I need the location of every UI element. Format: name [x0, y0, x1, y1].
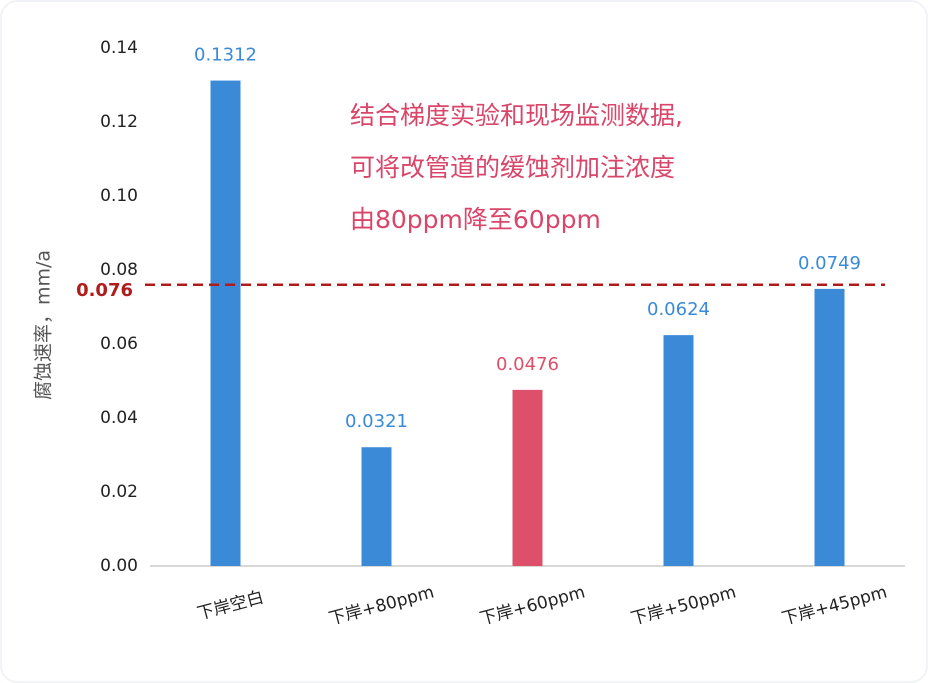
y-tick-label: 0.02	[100, 482, 138, 502]
bar	[512, 389, 543, 566]
data-label: 0.0624	[647, 299, 710, 320]
reference-label: 0.076	[76, 280, 133, 301]
y-tick-label: 0.08	[100, 260, 138, 280]
y-tick-label: 0.04	[100, 408, 138, 428]
y-tick-label: 0.00	[100, 556, 138, 576]
bar	[210, 80, 241, 566]
y-tick-label: 0.06	[100, 334, 138, 354]
annotation: 可将改管道的缓蚀剂加注浓度	[350, 153, 675, 182]
bar	[361, 447, 392, 566]
y-tick-label: 0.14	[100, 38, 138, 58]
annotation: 结合梯度实验和现场监测数据,	[350, 101, 683, 130]
data-label: 0.1312	[194, 45, 257, 66]
y-axis-label: 腐蚀速率，mm/a	[33, 250, 55, 400]
bar	[663, 335, 694, 566]
y-tick-label: 0.10	[100, 186, 138, 206]
data-label: 0.0321	[345, 411, 408, 432]
bar	[814, 288, 845, 566]
data-label: 0.0476	[496, 354, 559, 375]
y-tick-label: 0.12	[100, 112, 138, 132]
annotation: 由80ppm降至60ppm	[350, 205, 601, 234]
data-label: 0.0749	[798, 253, 861, 274]
